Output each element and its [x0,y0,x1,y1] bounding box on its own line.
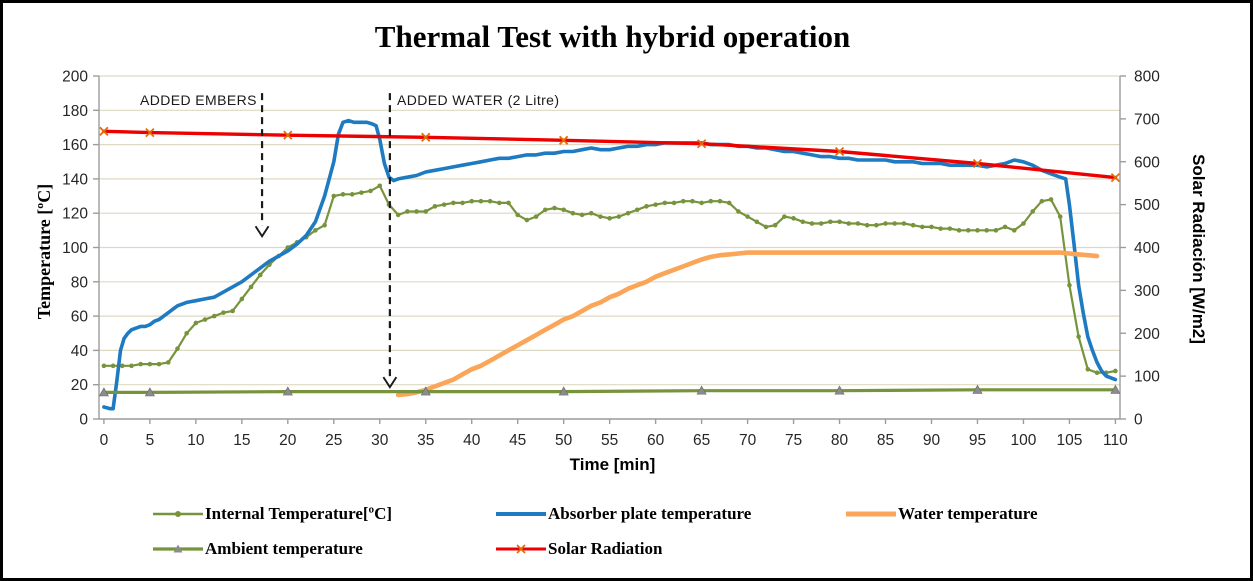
svg-text:45: 45 [509,432,526,449]
svg-text:75: 75 [785,432,802,449]
svg-text:100: 100 [1134,369,1160,386]
series-internal-temperature-c [101,183,1118,375]
ambient-temperature-legend-icon [153,544,203,553]
svg-text:60: 60 [71,309,89,326]
svg-text:25: 25 [325,432,342,449]
svg-text:700: 700 [1134,111,1160,128]
water-temperature-legend-icon [846,511,896,517]
svg-text:400: 400 [1134,240,1160,257]
series-solar-radiation [99,126,1121,183]
svg-text:105: 105 [1056,432,1082,449]
svg-text:80: 80 [71,274,89,291]
svg-text:40: 40 [71,343,89,360]
x-axis-title: Time [min] [569,455,656,474]
svg-text:180: 180 [62,103,88,120]
solar-radiation-legend-icon [496,544,546,554]
gridlines [99,75,1120,386]
legend-item-absorber-plate: Absorber plate temperature [496,504,752,523]
svg-text:60: 60 [647,432,665,449]
svg-text:100: 100 [62,240,88,257]
svg-text:30: 30 [371,432,389,449]
svg-text:100: 100 [1011,432,1037,449]
annotation-arrow [382,93,398,389]
y-axis-title-left: Temperature [ºC] [34,183,54,320]
svg-text:160: 160 [62,137,88,154]
plot-area: 0204060801001201401601802000100200300400… [62,69,1160,450]
svg-text:15: 15 [233,432,250,449]
internal-temperature-legend-icon [153,511,203,517]
legend-label: Ambient temperature [205,539,363,558]
svg-text:120: 120 [62,206,88,223]
svg-text:50: 50 [555,432,573,449]
legend-label: Internal Temperature[ºC] [205,504,393,523]
svg-text:20: 20 [71,377,89,394]
legend-label: Absorber plate temperature [548,504,752,523]
absorber-plate-legend-icon [496,512,546,516]
svg-text:5: 5 [146,432,155,449]
svg-text:110: 110 [1103,432,1128,449]
tick-labels: 0204060801001201401601802000100200300400… [62,69,1160,450]
legend-label: Water temperature [898,504,1038,523]
svg-text:20: 20 [279,432,297,449]
legend-item-internal-temperature: Internal Temperature[ºC] [153,504,393,523]
svg-text:90: 90 [923,432,941,449]
svg-text:0: 0 [1134,412,1143,429]
legend-item-ambient-temperature: Ambient temperature [153,539,363,558]
svg-text:140: 140 [62,171,88,188]
chart-title: Thermal Test with hybrid operation [374,19,851,54]
svg-text:55: 55 [601,432,618,449]
svg-text:800: 800 [1134,69,1160,86]
legend-item-solar-radiation: Solar Radiation [496,539,663,558]
legend-item-water-temperature: Water temperature [846,504,1038,523]
svg-text:65: 65 [693,432,710,449]
svg-text:85: 85 [877,432,894,449]
series-ambient-temperature [98,384,1121,397]
series-absorber-plate-temperature [102,118,1118,411]
svg-text:80: 80 [831,432,849,449]
svg-text:500: 500 [1134,197,1160,214]
series-water-temperature [395,250,1100,398]
svg-text:300: 300 [1134,283,1160,300]
svg-text:200: 200 [62,69,88,86]
svg-text:0: 0 [100,432,109,449]
annotation-arrow [254,93,270,238]
svg-text:35: 35 [417,432,434,449]
svg-text:600: 600 [1134,154,1160,171]
svg-text:200: 200 [1134,326,1160,343]
annotation-added-embers: ADDED EMBERS [140,92,257,108]
svg-text:95: 95 [969,432,986,449]
y-axis-title-right: Solar Radiación [W/m2] [1189,154,1208,344]
annotation-added-water: ADDED WATER (2 Litre) [397,92,560,108]
svg-text:40: 40 [463,432,481,449]
svg-text:70: 70 [739,432,757,449]
svg-text:10: 10 [187,432,205,449]
legend-label: Solar Radiation [548,539,663,558]
svg-text:0: 0 [79,412,88,429]
